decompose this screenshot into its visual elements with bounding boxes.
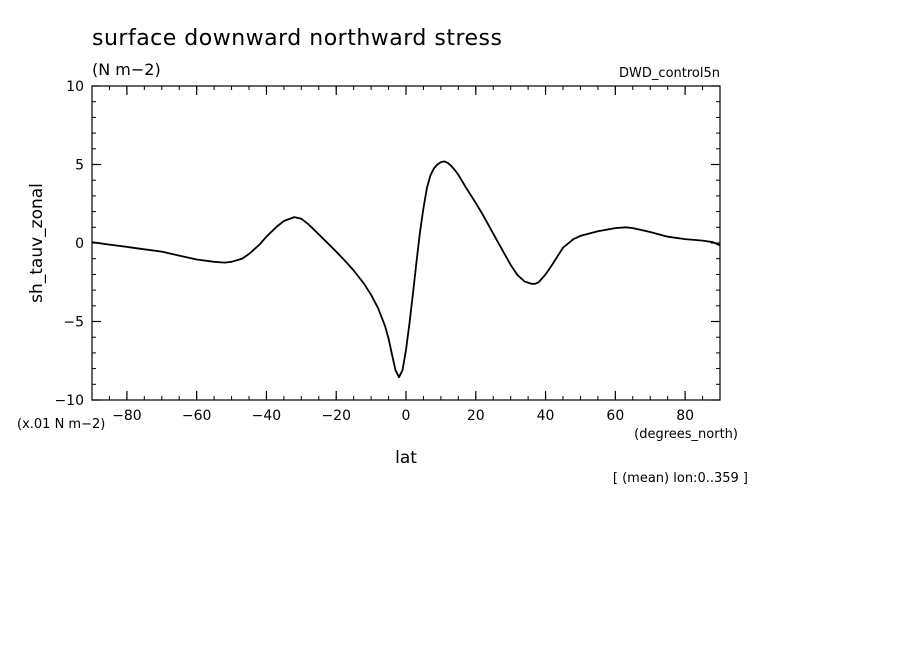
y-scale-label: (x.01 N m−2) bbox=[17, 417, 105, 432]
x-axis-units: (degrees_north) bbox=[634, 427, 738, 442]
x-tick-label: 80 bbox=[676, 408, 694, 424]
x-tick-labels: −80 −60 −40 −20 0 20 40 60 80 bbox=[112, 408, 694, 424]
x-tick-label: 0 bbox=[402, 408, 411, 424]
chart-title: surface downward northward stress bbox=[92, 26, 502, 51]
x-tick-label: −20 bbox=[321, 408, 351, 424]
x-axis-label: lat bbox=[395, 448, 417, 468]
y-tick-label: 10 bbox=[66, 79, 84, 95]
y-tick-label: −5 bbox=[63, 315, 84, 331]
x-tick-label: 60 bbox=[606, 408, 624, 424]
x-tick-label: −80 bbox=[112, 408, 142, 424]
y-tick-labels: −10 −5 0 5 10 bbox=[54, 79, 84, 409]
plot-frame bbox=[91, 85, 721, 401]
x-tick-label: −60 bbox=[182, 408, 212, 424]
y-tick-label: −10 bbox=[54, 393, 84, 409]
series-line bbox=[91, 160, 721, 379]
x-tick-label: −40 bbox=[252, 408, 282, 424]
y-axis-label: sh_tauv_zonal bbox=[27, 183, 47, 303]
y-tick-label: 0 bbox=[75, 236, 84, 252]
footer-note: [ (mean) lon:0..359 ] bbox=[613, 471, 748, 486]
y-tick-label: 5 bbox=[75, 158, 84, 174]
dataset-label: DWD_control5n bbox=[619, 66, 720, 81]
chart-units: (N m−2) bbox=[92, 60, 161, 79]
x-tick-label: 20 bbox=[467, 408, 485, 424]
x-tick-label: 40 bbox=[537, 408, 555, 424]
